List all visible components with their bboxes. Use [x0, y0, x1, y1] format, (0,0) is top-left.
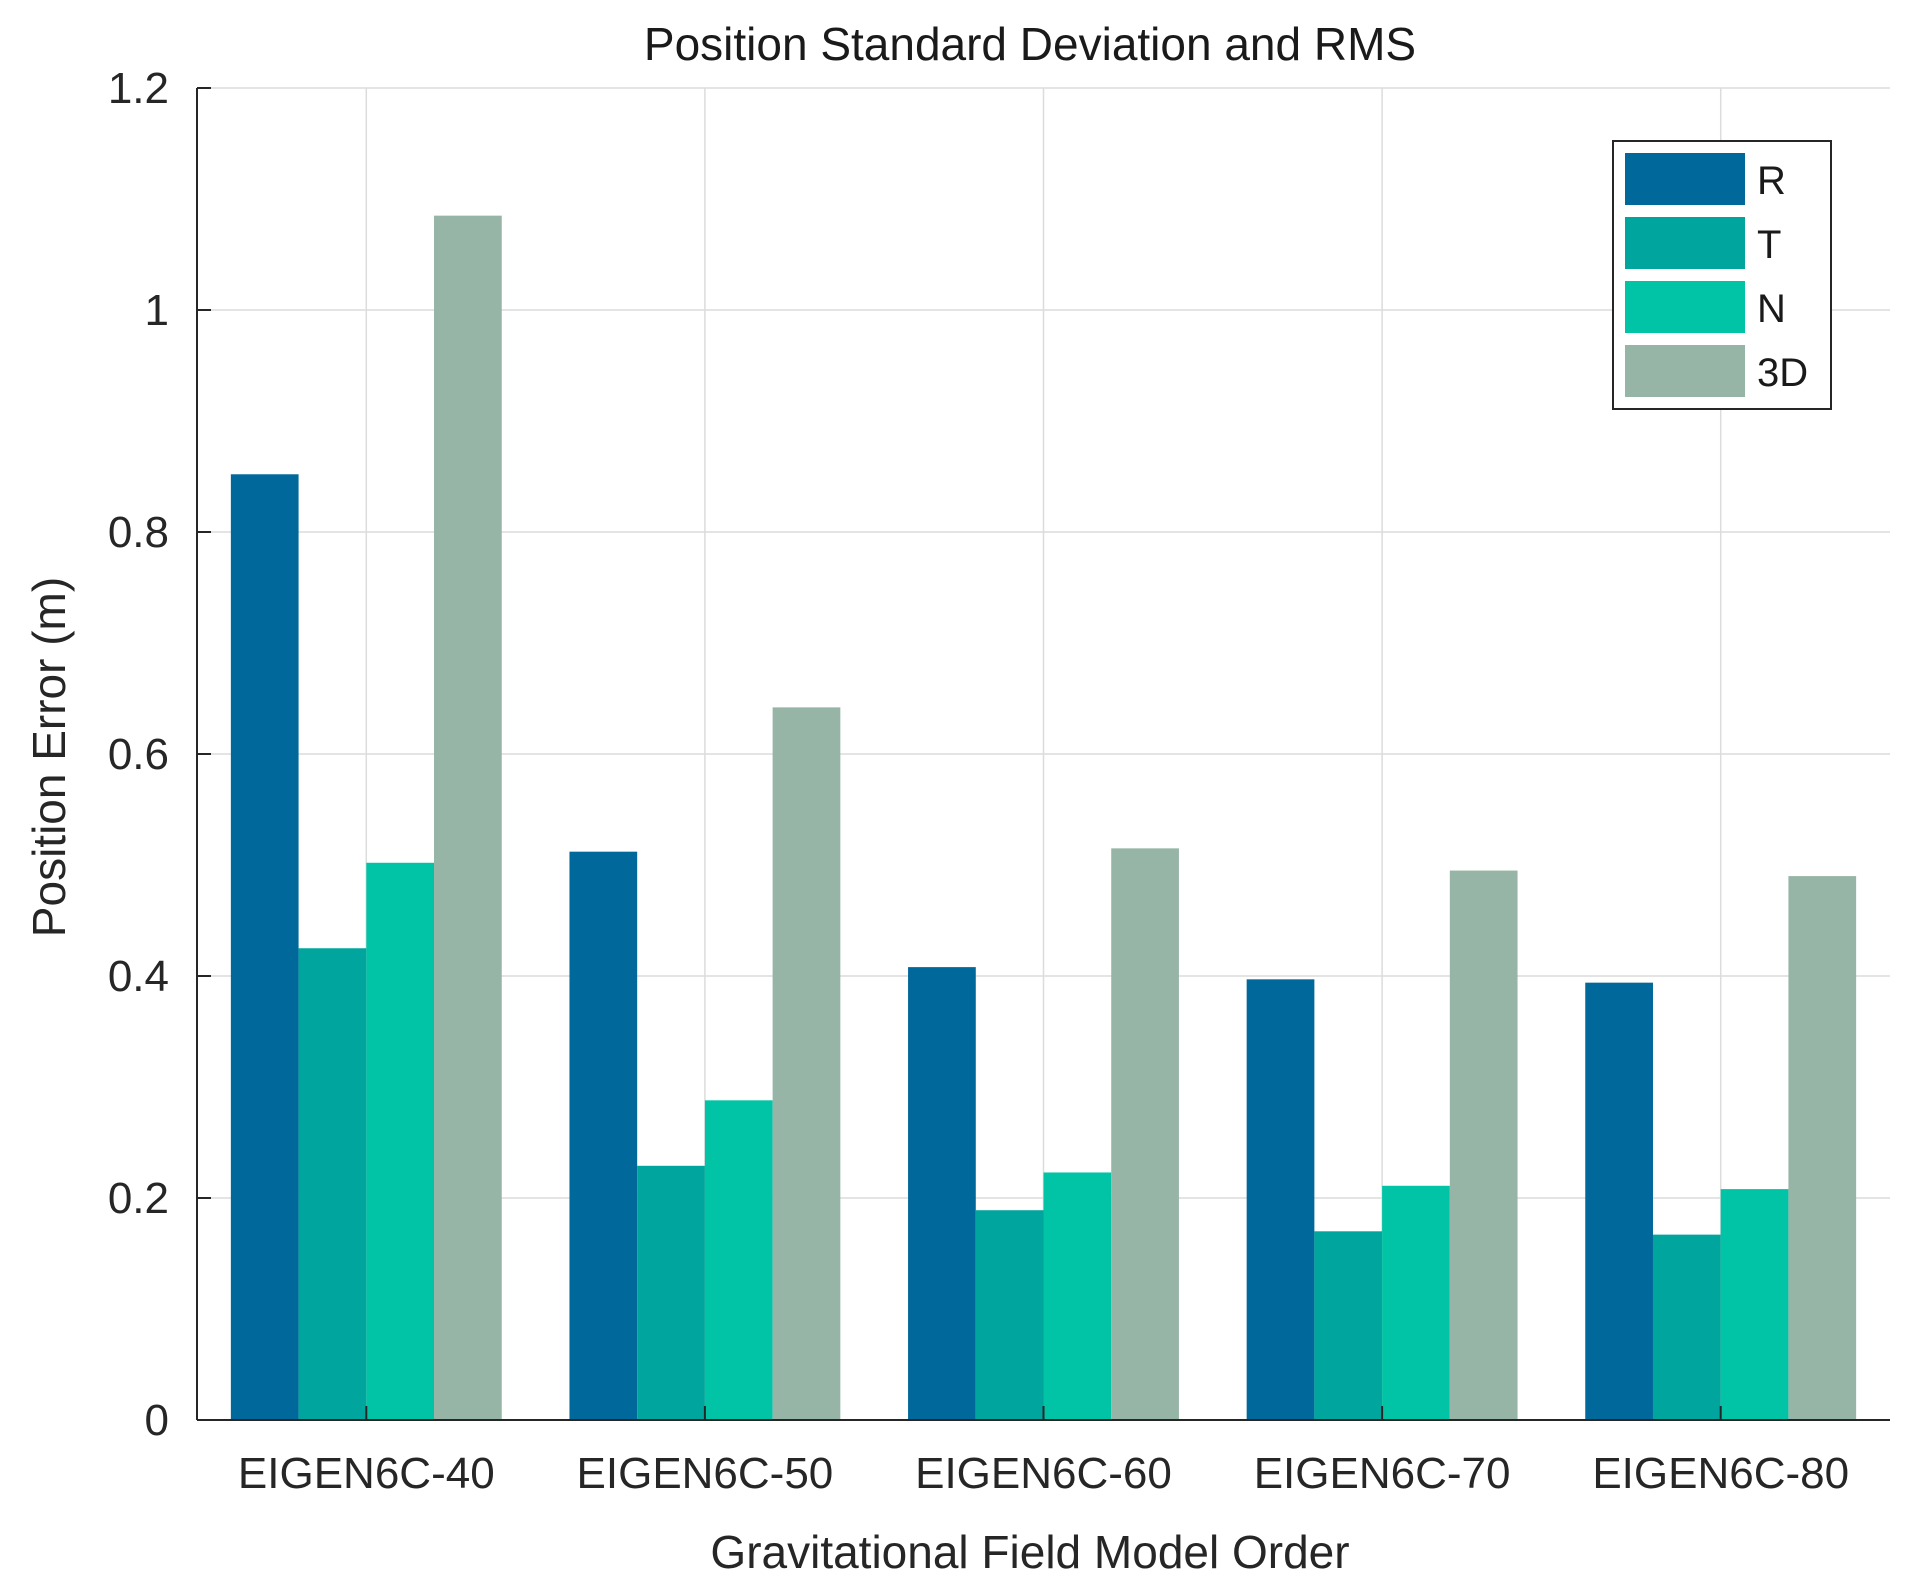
- x-tick-label: EIGEN6C-40: [238, 1449, 495, 1498]
- bar-R-EIGEN6C-80: [1585, 982, 1653, 1420]
- bar-T-EIGEN6C-70: [1314, 1231, 1383, 1420]
- x-axis-title: Gravitational Field Model Order: [710, 1526, 1349, 1578]
- bar-R-EIGEN6C-50: [569, 851, 638, 1420]
- bar-N-EIGEN6C-60: [1043, 1172, 1112, 1420]
- y-tick-label: 0: [145, 1396, 169, 1445]
- bar-N-EIGEN6C-80: [1720, 1189, 1789, 1420]
- y-tick-label: 0.6: [108, 730, 169, 779]
- bar-T-EIGEN6C-40: [298, 948, 367, 1420]
- legend: RTN 3D: [1612, 140, 1832, 410]
- legend-label-N: N: [1757, 287, 1786, 331]
- bar-T-EIGEN6C-50: [637, 1165, 705, 1420]
- legend-swatch-3D: [1625, 345, 1745, 397]
- tick-labels: 0 0.2 0.4 0.6 0.8 1 1.2 EIGEN6C-40 EIGEN6C-50 EIG…: [108, 64, 1849, 1498]
- bars: [230, 215, 1857, 1420]
- bar-3D-EIGEN6C-50: [772, 707, 841, 1420]
- y-tick-label: 0.8: [108, 508, 169, 557]
- y-tick-label: 1.2: [108, 64, 169, 113]
- axes: [196, 87, 1890, 1421]
- bar-3D-EIGEN6C-80: [1788, 876, 1857, 1420]
- bar-3D-EIGEN6C-60: [1111, 848, 1179, 1420]
- bar-T-EIGEN6C-80: [1652, 1234, 1721, 1420]
- y-tick-label: 1: [145, 286, 169, 335]
- bar-R-EIGEN6C-40: [230, 474, 299, 1420]
- y-tick-label: 0.4: [108, 952, 169, 1001]
- legend-label-3D: 3D: [1757, 351, 1808, 395]
- bar-3D-EIGEN6C-70: [1449, 870, 1518, 1420]
- legend-swatch-T: [1625, 217, 1745, 269]
- y-tick-label: 0.2: [108, 1174, 169, 1223]
- legend-swatch-N: [1625, 281, 1745, 333]
- bar-N-EIGEN6C-40: [366, 862, 435, 1420]
- bar-N-EIGEN6C-70: [1382, 1185, 1450, 1420]
- bar-T-EIGEN6C-60: [975, 1210, 1044, 1420]
- x-tick-label: EIGEN6C-50: [577, 1449, 834, 1498]
- bar-R-EIGEN6C-70: [1246, 979, 1315, 1420]
- x-tick-label: EIGEN6C-80: [1592, 1449, 1849, 1498]
- x-tick-label: EIGEN6C-60: [915, 1449, 1172, 1498]
- chart-title: Position Standard Deviation and RMS: [644, 18, 1416, 70]
- legend-swatch-R: [1625, 153, 1745, 205]
- x-tick-label: EIGEN6C-70: [1254, 1449, 1511, 1498]
- legend-label-T: T: [1757, 223, 1781, 267]
- y-axis-title: Position Error (m): [23, 577, 75, 937]
- bar-3D-EIGEN6C-40: [434, 215, 502, 1420]
- bar-R-EIGEN6C-60: [908, 967, 976, 1420]
- legend-label-R: R: [1757, 159, 1786, 203]
- bar-N-EIGEN6C-50: [704, 1100, 773, 1420]
